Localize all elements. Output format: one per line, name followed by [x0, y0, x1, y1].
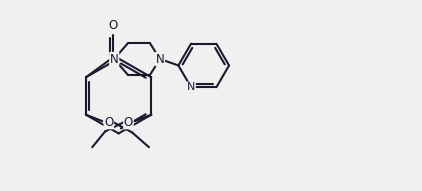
Text: O: O	[124, 116, 133, 129]
Text: N: N	[156, 53, 165, 66]
Text: O: O	[104, 116, 114, 129]
Text: O: O	[108, 19, 117, 32]
Text: N: N	[187, 82, 195, 92]
Text: N: N	[110, 53, 119, 66]
